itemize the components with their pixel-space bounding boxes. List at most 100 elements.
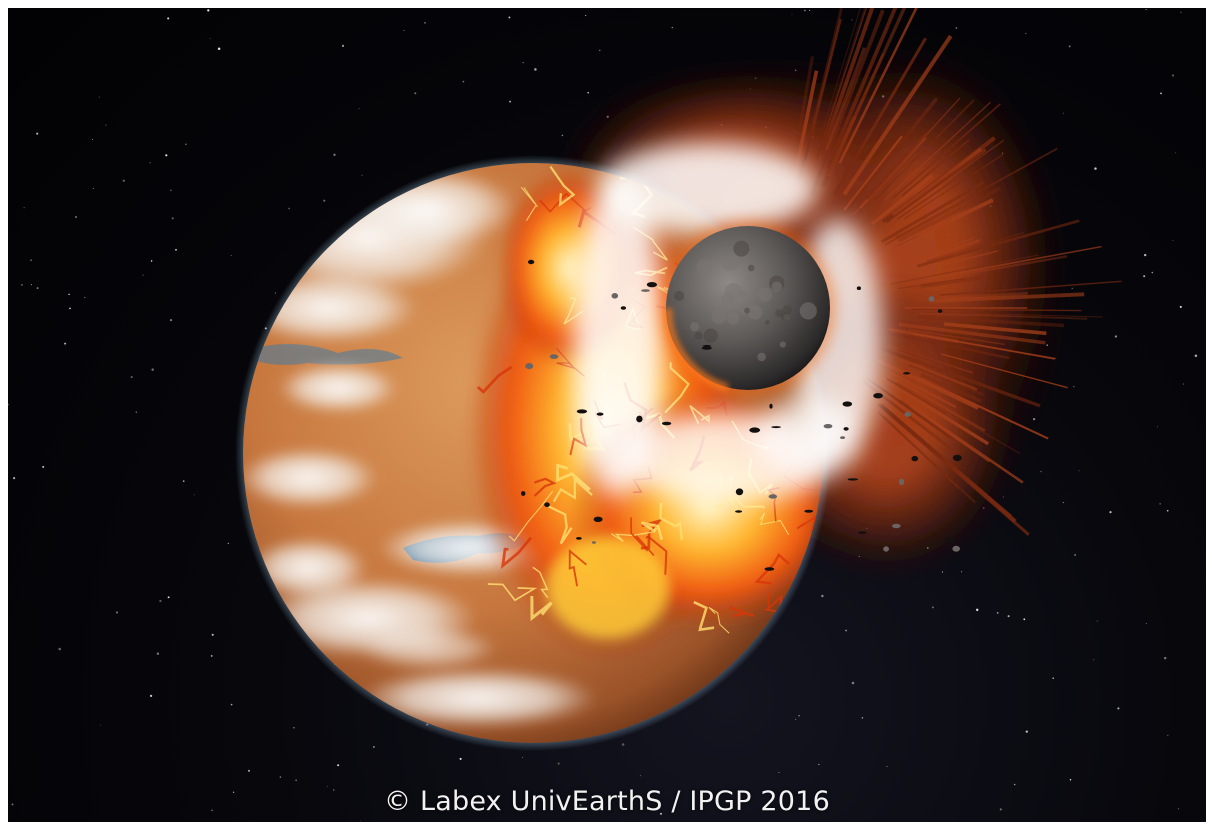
star: [1071, 287, 1073, 290]
star: [1094, 167, 1097, 170]
star: [99, 724, 101, 726]
star: [1109, 510, 1112, 514]
star: [248, 769, 250, 772]
star: [671, 26, 673, 29]
star: [1025, 730, 1028, 733]
ejecta-streak: [932, 292, 1085, 303]
star: [167, 17, 170, 20]
crater: [733, 240, 750, 257]
ejecta-streak: [919, 312, 1088, 320]
ejecta-streak: [886, 377, 948, 416]
star: [20, 283, 23, 286]
star: [209, 37, 211, 39]
star: [851, 681, 855, 685]
debris-fragment: [646, 282, 658, 288]
debris-fragment: [911, 455, 919, 462]
lava-crack: [708, 606, 730, 634]
star: [175, 248, 177, 251]
ejecta-streak: [889, 371, 957, 409]
star: [361, 174, 363, 176]
debris-fragment: [764, 567, 775, 571]
star: [403, 29, 405, 31]
lava-crack: [645, 535, 668, 575]
star: [1025, 32, 1027, 34]
star: [795, 718, 797, 721]
star: [660, 812, 662, 815]
debris-fragment: [843, 427, 849, 431]
star: [1194, 354, 1198, 357]
star: [509, 100, 512, 103]
lava-crack: [728, 606, 755, 618]
impactor-body: [660, 220, 836, 396]
lava-crack: [759, 512, 790, 536]
star: [84, 296, 86, 299]
crater: [703, 328, 718, 343]
ejecta-streak: [886, 265, 967, 285]
debris-fragment: [945, 537, 956, 543]
debris-fragment: [768, 494, 778, 499]
star: [1068, 45, 1071, 48]
star: [217, 47, 221, 51]
star: [92, 138, 93, 140]
star: [961, 571, 963, 573]
lava-crack: [547, 505, 573, 545]
debris-fragment: [576, 409, 588, 414]
star: [1114, 335, 1118, 338]
debris-fragment: [576, 537, 582, 540]
star: [279, 776, 282, 778]
star: [68, 293, 70, 296]
lava-crack: [487, 583, 538, 602]
star: [821, 594, 824, 598]
debris-fragment: [636, 415, 643, 423]
ejecta-streak: [931, 250, 998, 269]
ejecta-streak: [898, 322, 1046, 345]
lava-crack: [630, 517, 655, 556]
impact-illustration: [8, 8, 1198, 822]
star: [8, 403, 10, 406]
star: [58, 647, 61, 651]
star: [358, 108, 360, 110]
ejecta-streak: [842, 97, 939, 216]
debris-fragment: [593, 516, 603, 522]
ejecta-streak: [816, 8, 861, 149]
star: [171, 217, 174, 220]
star: [149, 694, 153, 698]
star: [36, 287, 39, 290]
star: [804, 9, 806, 12]
ejecta-streak: [909, 404, 1024, 484]
lava-crack: [508, 490, 554, 542]
crater: [779, 341, 786, 348]
ejecta-streak: [890, 254, 1039, 285]
ejecta-streak: [943, 291, 1028, 300]
ejecta-streak: [880, 404, 1017, 523]
ejecta-streak: [920, 373, 982, 403]
star: [1007, 615, 1010, 618]
debris-fragment: [549, 354, 559, 359]
ejecta-streak: [881, 347, 1041, 408]
debris-fragment: [702, 344, 712, 348]
star: [414, 92, 417, 95]
star: [557, 762, 560, 765]
debris-fragment: [891, 523, 901, 529]
star: [1096, 620, 1098, 622]
star: [931, 606, 934, 609]
star: [1172, 239, 1174, 241]
ejecta-streak: [896, 177, 958, 220]
star: [1013, 783, 1016, 786]
debris-fragment: [937, 309, 943, 313]
ejecta-streak: [891, 147, 983, 217]
star: [232, 791, 235, 793]
debris-fragment: [842, 401, 853, 407]
debris-fragment: [928, 296, 935, 302]
debris-fragment: [873, 393, 883, 399]
lava-crack: [796, 514, 817, 532]
ejecta-streak: [920, 275, 983, 289]
star: [1163, 656, 1167, 660]
star: [323, 199, 326, 202]
star: [1117, 707, 1120, 710]
crater: [771, 281, 782, 292]
ejecta-streak: [827, 53, 885, 176]
star: [556, 794, 559, 797]
debris-fragment: [771, 426, 781, 429]
star: [1157, 426, 1158, 428]
